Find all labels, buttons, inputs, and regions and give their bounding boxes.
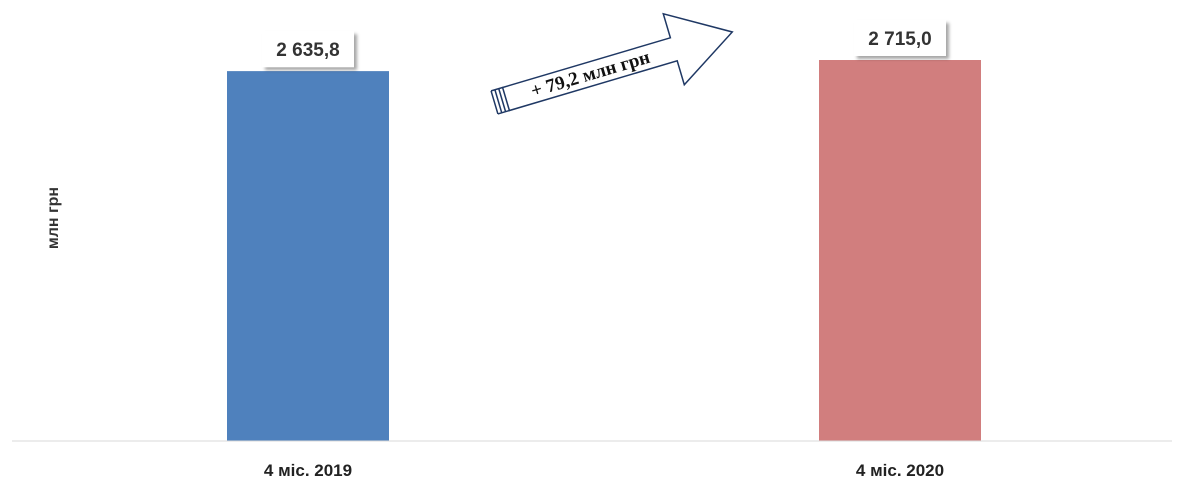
data-label-box-1 xyxy=(262,31,354,68)
growth-arrow-shape xyxy=(501,12,734,112)
y-axis-label: млн грн xyxy=(45,187,62,249)
data-label-1: 2 635,8 xyxy=(276,40,339,61)
data-label-box-2 xyxy=(854,20,946,56)
bar-2 xyxy=(819,60,981,441)
data-label-2: 2 715,0 xyxy=(868,29,931,50)
growth-arrow: + 79,2 млн грн xyxy=(490,12,734,115)
bar-1 xyxy=(227,71,389,441)
x-tick-label-2: 4 міс. 2020 xyxy=(856,461,944,480)
x-tick-label-1: 4 міс. 2019 xyxy=(264,461,352,480)
